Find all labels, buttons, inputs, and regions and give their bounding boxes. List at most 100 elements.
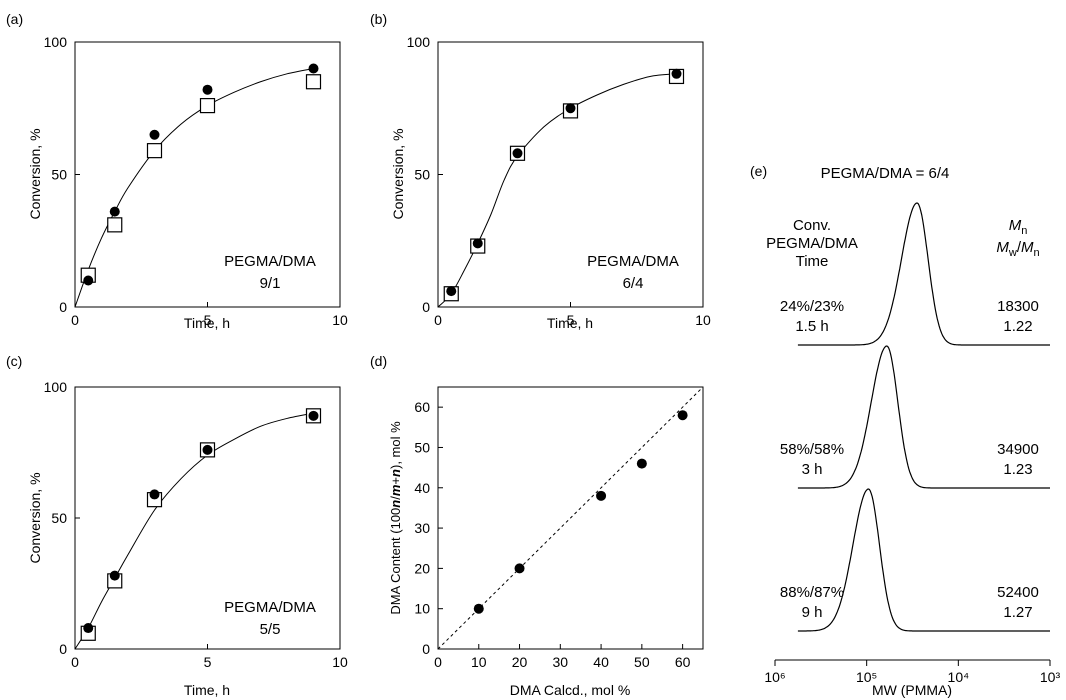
panel-e: (e) PEGMA/DMA = 6/4 Conv. PEGMA/DMA Time… xyxy=(750,163,1060,698)
data-point-square xyxy=(199,97,216,114)
x-axis-label-b: Time, h xyxy=(547,315,593,331)
panel-label-a: (a) xyxy=(6,11,23,27)
data-point-circle xyxy=(308,63,319,74)
x-tick-label: 10 xyxy=(471,654,487,670)
y-tick-label: 30 xyxy=(414,520,430,536)
fit-curve-c xyxy=(74,412,314,650)
left-header-line2: PEGMA/DMA xyxy=(766,235,858,252)
data-point-circle xyxy=(202,444,213,455)
y-tick-label: 50 xyxy=(51,167,67,183)
y-tick-label: 100 xyxy=(44,379,68,395)
trace-time-label: 3 h xyxy=(802,461,823,478)
y-axis-label-c: Conversion, % xyxy=(27,472,43,563)
trace-mn-label: 34900 xyxy=(997,441,1039,458)
trace-conversion-label: 88%/87% xyxy=(780,584,844,601)
trace-time-label: 9 h xyxy=(802,604,823,621)
gpc-trace-labels: 24%/23% 1.5 h 18300 1.22 58%/58% 3 h 34900 1.23… xyxy=(780,298,1039,621)
x-tick-label: 60 xyxy=(675,654,691,670)
left-header-line3: Time xyxy=(796,253,829,270)
trace-time-label: 1.5 h xyxy=(795,318,828,335)
annotation-line1-a: PEGMA/DMA xyxy=(224,253,316,270)
x-axis-label-c: Time, h xyxy=(184,682,230,698)
x-axis-label-a: Time, h xyxy=(184,315,230,331)
x-tick-label: 10⁵ xyxy=(856,669,877,685)
y-tick-label: 0 xyxy=(422,641,430,657)
panel-c: (c) 0 5 10 0 50 100 Time, h Conversion, % PE… xyxy=(6,353,348,698)
fit-curve-a xyxy=(74,68,314,308)
data-point-circle xyxy=(472,238,483,249)
data-point-circle xyxy=(565,103,576,114)
y-ticks-d: 0 10 20 30 40 50 60 xyxy=(414,399,443,657)
panel-b: (b) 0 5 10 0 50 100 Time, h Conversion, % PE… xyxy=(370,11,711,331)
gpc-trace xyxy=(797,202,1050,346)
data-point-circle xyxy=(473,603,484,614)
trace-mn-label: 52400 xyxy=(997,584,1039,601)
panel-label-c: (c) xyxy=(6,353,22,369)
trace-pdi-label: 1.23 xyxy=(1003,461,1032,478)
x-tick-label: 40 xyxy=(593,654,609,670)
y-ticks-b: 0 50 100 xyxy=(407,34,443,315)
panel-label-b: (b) xyxy=(370,11,387,27)
y-tick-label: 50 xyxy=(414,167,430,183)
trace-pdi-label: 1.27 xyxy=(1003,604,1032,621)
x-ticks-d: 0 10 20 30 40 50 60 xyxy=(434,644,691,670)
x-tick-label: 50 xyxy=(634,654,650,670)
x-tick-label: 5 xyxy=(204,654,212,670)
panel-label-e: (e) xyxy=(750,163,767,179)
gpc-trace xyxy=(797,345,1050,489)
plot-frame-d xyxy=(437,386,704,650)
x-axis-label-e: MW (PMMA) xyxy=(872,682,952,698)
data-point-circle xyxy=(512,148,523,159)
x-ticks-e: 10⁶ 10⁵ 10⁴ 10³ xyxy=(764,660,1060,685)
fit-curve-b xyxy=(437,73,677,308)
data-point-square xyxy=(305,74,322,90)
x-tick-label: 20 xyxy=(512,654,528,670)
y-axis-label-a: Conversion, % xyxy=(27,128,43,219)
y-tick-label: 50 xyxy=(51,510,67,526)
y-tick-label: 0 xyxy=(59,641,67,657)
y-axis-label-b: Conversion, % xyxy=(390,128,406,219)
x-tick-label: 5 xyxy=(567,312,575,328)
y-tick-label: 100 xyxy=(44,34,68,50)
x-tick-label: 0 xyxy=(434,654,442,670)
y-axis-label-d: DMA Content (100n/m+n), mol % xyxy=(388,421,403,615)
annotation-line2-b: 6/4 xyxy=(623,275,644,292)
x-tick-label: 0 xyxy=(434,312,442,328)
x-ticks-c: 0 5 10 xyxy=(71,644,348,670)
data-point-circle xyxy=(308,410,319,421)
data-point-circle xyxy=(83,623,94,634)
data-point-circle xyxy=(596,490,607,501)
data-points-b xyxy=(443,68,685,302)
data-point-circle xyxy=(514,563,525,574)
data-points-a xyxy=(80,63,322,286)
trace-mn-label: 18300 xyxy=(997,298,1039,315)
data-point-square xyxy=(146,143,163,159)
data-point-square xyxy=(107,217,123,233)
x-tick-label: 0 xyxy=(71,654,79,670)
gpc-traces xyxy=(797,202,1050,632)
x-tick-label: 10 xyxy=(332,312,348,328)
data-point-circle xyxy=(671,68,682,79)
x-tick-label: 10 xyxy=(332,654,348,670)
annotation-line1-c: PEGMA/DMA xyxy=(224,599,316,616)
y-tick-label: 100 xyxy=(407,34,431,50)
annotation-line1-b: PEGMA/DMA xyxy=(587,253,679,270)
data-point-circle xyxy=(109,570,120,581)
y-tick-label: 10 xyxy=(414,601,430,617)
gpc-trace xyxy=(797,488,1050,632)
trace-conversion-label: 58%/58% xyxy=(780,441,844,458)
data-point-circle xyxy=(446,286,457,297)
data-points-d xyxy=(473,410,688,614)
y-ticks-c: 0 50 100 xyxy=(44,379,80,657)
data-point-circle xyxy=(109,206,120,217)
x-tick-label: 10⁴ xyxy=(948,669,970,685)
y-tick-label: 50 xyxy=(414,439,430,455)
panel-a: (a) 0 5 10 0 50 100 Time, h Conversion, % PE… xyxy=(6,11,348,331)
x-tick-label: 30 xyxy=(553,654,569,670)
y-tick-label: 20 xyxy=(414,560,430,576)
x-tick-label: 10⁶ xyxy=(764,669,785,685)
x-tick-label: 5 xyxy=(204,312,212,328)
data-point-circle xyxy=(677,410,688,421)
chart-title-e: PEGMA/DMA = 6/4 xyxy=(821,165,950,182)
